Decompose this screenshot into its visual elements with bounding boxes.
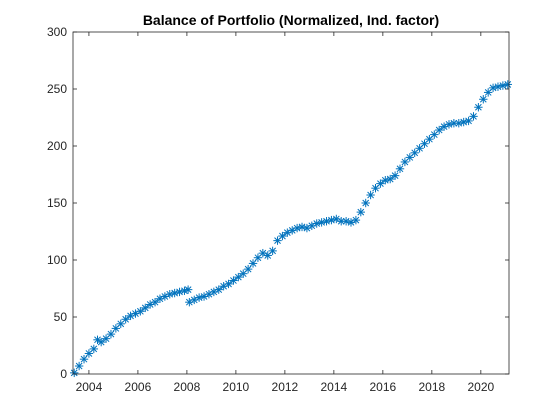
- data-point: [390, 171, 400, 180]
- data-point: [503, 80, 512, 89]
- y-tick-label: 200: [47, 139, 67, 153]
- data-point: [96, 337, 106, 347]
- data-point: [434, 125, 444, 135]
- data-point: [425, 134, 434, 144]
- data-point: [386, 174, 395, 184]
- data-point: [278, 231, 287, 241]
- plot-area: [73, 32, 509, 374]
- data-point: [410, 148, 419, 158]
- chart-title: Balance of Portfolio (Normalized, Ind. f…: [143, 12, 439, 28]
- data-point: [214, 285, 223, 294]
- data-point: [89, 344, 99, 354]
- x-tick-label: 2016: [370, 380, 397, 394]
- data-point: [322, 217, 331, 226]
- x-tick-label: 2004: [76, 380, 103, 394]
- data-point: [479, 95, 488, 104]
- data-point: [356, 207, 366, 217]
- y-tick-label: 300: [47, 25, 67, 39]
- y-tick-label: 150: [47, 196, 67, 210]
- data-point: [183, 285, 193, 294]
- data-point: [464, 116, 473, 126]
- axes: 2004 2006 2008 2010 2012 2014 2016 2018 2020 0 50 1…: [47, 25, 509, 394]
- data-points: [70, 80, 512, 378]
- data-point: [474, 103, 483, 112]
- data-point: [243, 264, 253, 274]
- data-point: [361, 198, 370, 208]
- x-tick-label: 2018: [418, 380, 445, 394]
- data-point: [376, 179, 385, 188]
- y-tick-label: 50: [54, 310, 68, 324]
- data-point: [185, 297, 194, 307]
- data-point: [224, 279, 233, 289]
- data-point: [248, 259, 258, 268]
- data-point: [150, 297, 160, 307]
- data-point: [351, 215, 361, 225]
- data-point: [395, 164, 405, 173]
- x-tick-label: 2020: [467, 380, 494, 394]
- data-point: [136, 307, 145, 316]
- data-point: [121, 315, 130, 324]
- data-point: [229, 276, 238, 285]
- data-point: [74, 361, 84, 371]
- x-tick-label: 2008: [174, 380, 201, 394]
- data-point: [70, 368, 79, 378]
- data-point: [268, 246, 277, 256]
- y-tick-label: 0: [60, 367, 67, 381]
- data-point: [366, 190, 375, 200]
- data-point: [469, 112, 478, 121]
- y-tick-label: 100: [47, 253, 67, 267]
- data-point: [106, 329, 116, 339]
- x-tick-label: 2010: [223, 380, 250, 394]
- x-tick-label: 2006: [125, 380, 152, 394]
- axes-box: [72, 31, 510, 375]
- data-point: [459, 117, 468, 127]
- data-point: [79, 354, 89, 364]
- x-tick-label: 2014: [321, 380, 348, 394]
- x-tick-label: 2012: [272, 380, 299, 394]
- data-point: [234, 272, 243, 282]
- y-tick-label: 250: [47, 82, 67, 96]
- data-point: [141, 303, 150, 313]
